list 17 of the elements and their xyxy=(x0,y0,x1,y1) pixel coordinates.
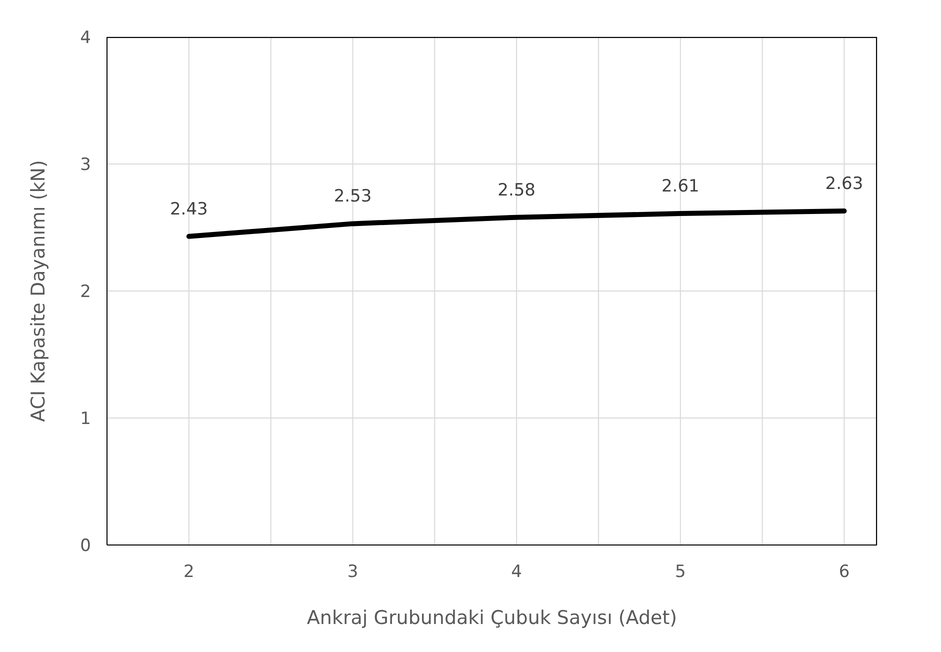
x-tick-label: 3 xyxy=(347,562,358,582)
data-label: 2.58 xyxy=(498,180,536,200)
x-tick-label: 2 xyxy=(184,562,194,582)
x-tick-label: 6 xyxy=(838,562,850,582)
y-tick-label: 4 xyxy=(80,28,91,48)
x-tick-label: 4 xyxy=(511,562,522,582)
data-label: 2.61 xyxy=(661,176,700,197)
y-tick-label: 1 xyxy=(80,409,91,430)
y-tick-label: 0 xyxy=(80,536,91,556)
x-tick-label: 5 xyxy=(674,562,686,582)
y-tick-label: 2 xyxy=(80,282,91,302)
data-label: 2.43 xyxy=(170,199,208,220)
x-axis-title: Ankraj Grubundaki Çubuk Sayısı (Adet) xyxy=(306,607,678,629)
y-tick-label: 3 xyxy=(80,155,91,176)
data-label: 2.53 xyxy=(334,186,372,207)
data-label: 2.63 xyxy=(825,174,864,194)
y-axis-title: ACI Kapasite Dayanımı (kN) xyxy=(28,160,50,422)
